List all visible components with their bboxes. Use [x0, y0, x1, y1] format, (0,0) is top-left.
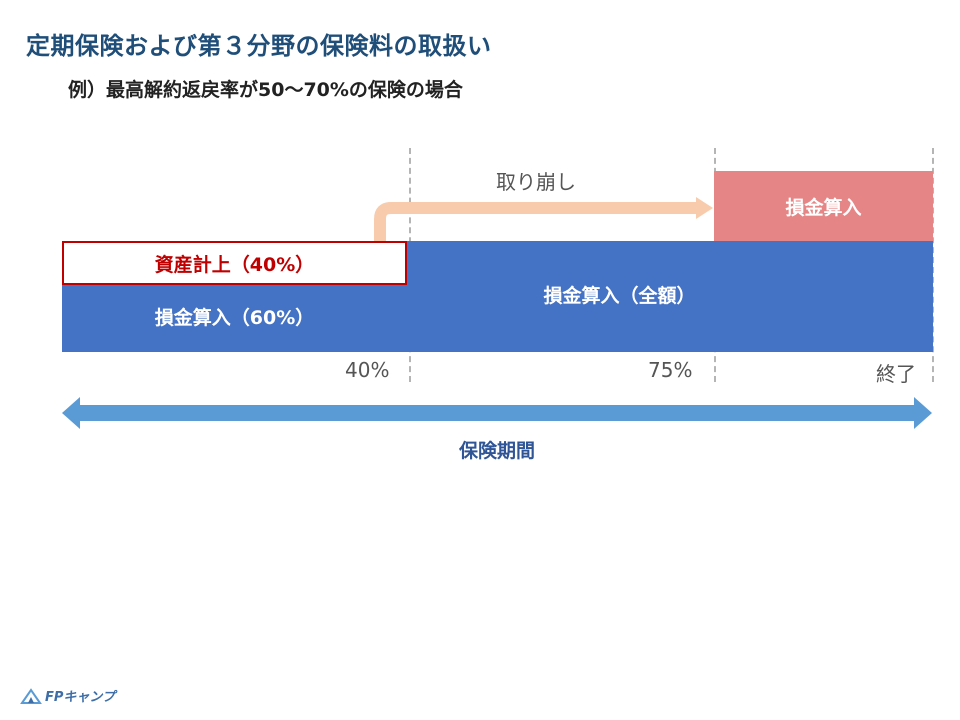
period-label: 保険期間 — [458, 440, 535, 462]
expense-full-area: 損金算入（全額） — [409, 270, 830, 318]
expense-left-area: 損金算入（60%） — [62, 296, 407, 336]
expense-left-label: 損金算入（60%） — [154, 306, 315, 329]
page-title: 定期保険および第３分野の保険料の取扱い — [26, 32, 492, 60]
expense-right-block: 損金算入 — [714, 171, 933, 241]
tick-end: 終了 — [876, 362, 916, 386]
expense-full-label: 損金算入（全額） — [543, 284, 696, 307]
drawdown-label: 取り崩し — [496, 170, 576, 194]
logo-text: FPキャンプ — [45, 690, 116, 705]
guide-line-end — [932, 148, 934, 382]
expense-right-label: 損金算入 — [785, 196, 862, 219]
tick-40: 40% — [345, 358, 390, 382]
logo: FPキャンプ — [20, 686, 115, 705]
asset-label: 資産計上（40%） — [154, 253, 315, 276]
tick-75: 75% — [648, 358, 693, 382]
page-subtitle: 例）最高解約返戻率が50～70%の保険の場合 — [68, 79, 463, 101]
asset-block: 資産計上（40%） — [62, 241, 407, 285]
tent-logo-icon — [20, 687, 42, 704]
